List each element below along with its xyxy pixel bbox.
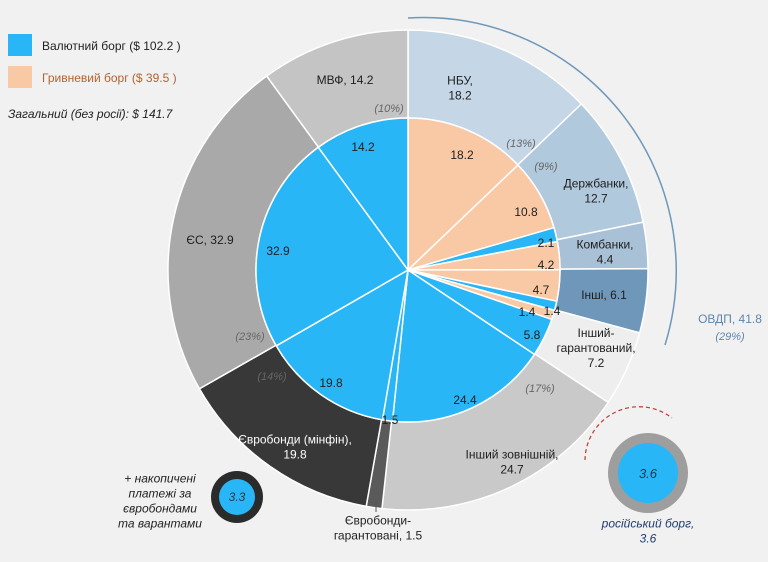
inner-slice-8 bbox=[391, 268, 536, 423]
outer-label-4: Інший-гарантований, 7.2 bbox=[556, 326, 635, 370]
inner-slice-0 bbox=[407, 117, 520, 272]
outer-label-2: Комбанки, 4.4 bbox=[577, 238, 634, 267]
inner-label-7: 5.8 bbox=[524, 328, 541, 342]
inner-label-11: 32.9 bbox=[266, 244, 290, 258]
inner-label-1: 10.8 bbox=[514, 205, 538, 219]
outer-pct-7: (14%) bbox=[257, 371, 287, 383]
eurobond-guaranteed-text: Євробонди-гарантовані, 1.5 bbox=[334, 514, 423, 543]
legend-hryvnia-label: Гривневий борг ($ 39.5 ) bbox=[42, 71, 177, 85]
inner-slice-10 bbox=[275, 268, 410, 421]
russian-debt-value: 3.6 bbox=[639, 466, 658, 481]
outer-pct-1: (9%) bbox=[534, 161, 558, 173]
inner-label-6: 1.4 bbox=[519, 305, 536, 319]
legend-hryvnia-swatch bbox=[8, 66, 32, 88]
inner-label-9: 1.5 bbox=[382, 413, 399, 427]
outer-pct-8: (23%) bbox=[235, 331, 265, 343]
legend-currency-swatch bbox=[8, 34, 32, 56]
outer-label-5: Інший зовнішній, 24.7 bbox=[466, 448, 559, 477]
ovdp-pct: (29%) bbox=[715, 331, 745, 343]
inner-label-4: 4.7 bbox=[533, 283, 550, 297]
legend-total-label: Загальний (без росії): $ 141.7 bbox=[8, 107, 174, 121]
outer-label-3: Інші, 6.1 bbox=[581, 288, 627, 302]
ovdp-label: ОВДП, 41.8 bbox=[698, 312, 762, 326]
inner-label-12: 14.2 bbox=[351, 140, 375, 154]
outer-pct-5: (17%) bbox=[525, 383, 555, 395]
legend-currency-label: Валютний борг ($ 102.2 ) bbox=[42, 39, 181, 53]
inner-slice-11 bbox=[255, 146, 410, 347]
inner-slice-12 bbox=[317, 117, 409, 273]
outer-label-8: ЄС, 32.9 bbox=[186, 233, 234, 247]
outer-label-7: Євробонди (мінфін), 19.8 bbox=[238, 433, 352, 462]
outer-ring bbox=[167, 29, 649, 511]
accrued-payments-value: 3.3 bbox=[229, 490, 246, 504]
inner-label-2: 2.1 bbox=[538, 236, 555, 250]
russian-debt-dashed-arc bbox=[584, 406, 673, 461]
inner-label-3: 4.2 bbox=[538, 258, 555, 272]
inner-label-10: 19.8 bbox=[319, 376, 343, 390]
outer-pct-0: (13%) bbox=[506, 138, 536, 150]
inner-label-5: 1.4 bbox=[544, 304, 561, 318]
outer-pct-9: (10%) bbox=[374, 103, 404, 115]
inner-ring bbox=[255, 117, 561, 423]
inner-label-0: 18.2 bbox=[450, 148, 474, 162]
inner-label-8: 24.4 bbox=[453, 393, 477, 407]
outer-label-1: Держбанки, 12.7 bbox=[564, 177, 629, 206]
ovdp-bracket bbox=[407, 16, 677, 346]
outer-label-0: НБУ, 18.2 bbox=[447, 74, 473, 103]
russian-debt-text: російський борг, 3.6 bbox=[601, 517, 695, 546]
russian-debt-core bbox=[618, 443, 678, 503]
slice-labels: НБУ, 18.2 (13%) Держбанки, 12.7 (9%) Комбанки,… bbox=[186, 73, 635, 477]
outer-label-9: МВФ, 14.2 bbox=[317, 73, 374, 87]
accrued-payments-core bbox=[219, 479, 255, 515]
accrued-payments-text: + накопичені платежі за євробондами та вара… bbox=[118, 472, 202, 531]
